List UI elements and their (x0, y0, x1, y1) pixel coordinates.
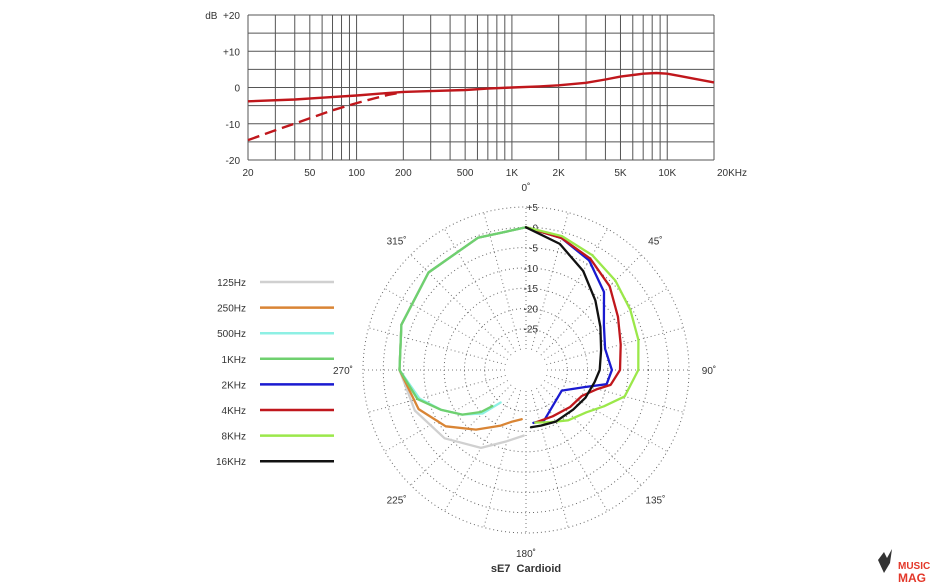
x-tick-label: 200 (395, 168, 412, 179)
x-tick-label: 100 (348, 168, 365, 179)
x-tick-label: 50 (304, 168, 316, 179)
polar-chart-title: sE7 Cardioid (491, 563, 561, 575)
polar-ring (362, 206, 690, 534)
legend-label: 16KHz (216, 457, 246, 468)
x-tick-label: 500 (457, 168, 474, 179)
polar-curve (398, 226, 528, 416)
x-tick-label: 5K (614, 168, 627, 179)
angle-label: 180˚ (516, 548, 536, 560)
angle-label: 45˚ (648, 236, 662, 248)
watermark-word-1: MUSIC (898, 561, 930, 572)
polar-curve (524, 226, 614, 425)
polar-spoke (483, 390, 522, 528)
polar-curve (524, 226, 603, 429)
x-tick-label: 1K (506, 168, 519, 179)
polar-ring (403, 247, 649, 493)
polar-pattern-chart: 0˚45˚90˚135˚180˚225˚270˚315˚+50-5-10-15-… (333, 182, 716, 560)
polar-spoke (410, 384, 512, 486)
polar-spoke (368, 327, 506, 366)
polar-spoke (410, 254, 512, 356)
x-tick-label: 10K (658, 168, 676, 179)
y-tick-label: 0 (234, 84, 240, 95)
x-tick-label: 20KHz (717, 168, 747, 179)
db-ring-label: -20 (524, 304, 539, 315)
legend-label: 8KHz (222, 432, 246, 443)
angle-label: 315˚ (387, 236, 407, 248)
db-ring-label: -25 (524, 325, 539, 336)
db-ring-label: -10 (524, 264, 539, 275)
y-tick-label: -20 (226, 156, 241, 167)
x-tick-label: 20 (242, 168, 254, 179)
legend-label: 4KHz (222, 406, 246, 417)
db-ring-label: -15 (524, 284, 539, 295)
polar-legend: 125Hz 250Hz 500Hz 1KHz 2KHz 4KHz 8KHz 16KHz (216, 278, 334, 468)
db-ring-label: +5 (527, 203, 539, 214)
y-tick-label: +10 (223, 47, 240, 58)
watermark-word-2: MAG (898, 571, 926, 585)
y-tick-label: -10 (226, 120, 241, 131)
polar-spoke (444, 228, 516, 353)
polar-spoke (444, 387, 516, 512)
polar-curve (524, 226, 622, 424)
legend-label: 250Hz (217, 304, 246, 315)
polar-ring (423, 267, 629, 473)
freq-grid (247, 14, 715, 161)
response-curve-rolloff (247, 91, 404, 142)
polar-spoke (546, 327, 684, 366)
y-tick-label: dB +20 (205, 11, 240, 22)
polar-spoke (546, 374, 684, 413)
polar-spoke (384, 380, 509, 452)
polar-curve (524, 226, 640, 424)
polar-center (510, 354, 542, 386)
x-tick-label: 2K (553, 168, 566, 179)
polar-spoke (540, 254, 642, 356)
db-ring-label: -5 (529, 244, 538, 255)
legend-label: 500Hz (217, 329, 246, 340)
angle-label: 90˚ (702, 365, 716, 377)
response-curve (247, 71, 715, 103)
angle-label: 135˚ (645, 494, 665, 506)
angle-label: 270˚ (333, 365, 353, 377)
legend-label: 1KHz (222, 355, 246, 366)
angle-label: 0˚ (522, 182, 531, 194)
angle-label: 225˚ (387, 494, 407, 506)
polar-spoke (384, 288, 509, 360)
legend-label: 125Hz (217, 278, 246, 289)
legend-label: 2KHz (222, 380, 246, 391)
guitarist-icon (878, 549, 892, 573)
